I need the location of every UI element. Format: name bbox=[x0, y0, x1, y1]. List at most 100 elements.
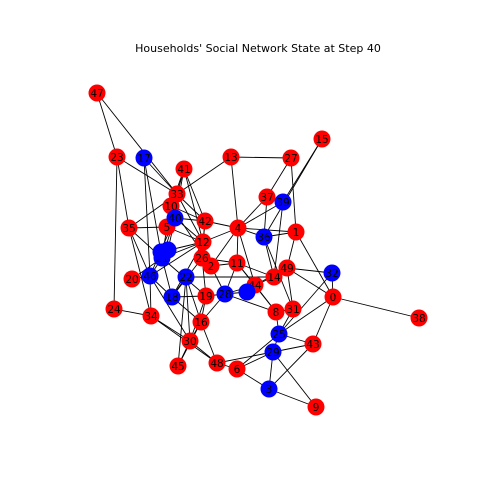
node-circle-9 bbox=[307, 398, 325, 416]
node-label-40: 40 bbox=[168, 213, 181, 225]
node-circle-35 bbox=[120, 219, 138, 237]
node-circle-40 bbox=[166, 209, 184, 227]
node-4: 4 bbox=[229, 219, 247, 237]
node-circle-52 bbox=[238, 283, 256, 301]
network-nodes: 0123456891011121314151617181920212223242… bbox=[88, 84, 428, 416]
node-circle-43 bbox=[304, 335, 322, 353]
node-circle-26 bbox=[193, 249, 211, 267]
node-label-23: 23 bbox=[110, 152, 123, 164]
node-circle-51 bbox=[159, 241, 177, 259]
edge-33-12 bbox=[176, 193, 204, 243]
node-label-4: 4 bbox=[235, 223, 242, 235]
node-circle-27 bbox=[282, 149, 300, 167]
node-circle-8 bbox=[267, 303, 285, 321]
node-circle-28 bbox=[216, 285, 234, 303]
node-circle-1 bbox=[287, 223, 305, 241]
node-29: 29 bbox=[264, 343, 282, 361]
node-label-45: 45 bbox=[171, 361, 184, 373]
node-circle-20 bbox=[123, 270, 141, 288]
node-46: 46 bbox=[141, 267, 159, 285]
node-label-39: 39 bbox=[276, 197, 289, 209]
edge-41-42 bbox=[183, 168, 206, 222]
node-41: 41 bbox=[175, 160, 193, 178]
node-20: 20 bbox=[123, 270, 141, 288]
node-14: 14 bbox=[265, 268, 283, 286]
edge-46-30 bbox=[149, 275, 191, 342]
network-edges bbox=[96, 92, 420, 408]
node-label-26: 26 bbox=[195, 253, 209, 265]
edge-27-1 bbox=[290, 157, 297, 233]
node-circle-17 bbox=[135, 149, 153, 167]
node-11: 11 bbox=[228, 254, 246, 272]
node-circle-33 bbox=[168, 185, 186, 203]
node-label-34: 34 bbox=[144, 311, 158, 323]
edge-29-9 bbox=[272, 351, 317, 408]
node-label-0: 0 bbox=[330, 292, 337, 304]
node-label-19: 19 bbox=[199, 291, 212, 303]
node-circle-37 bbox=[258, 188, 276, 206]
node-label-11: 11 bbox=[230, 258, 243, 270]
edge-22-45 bbox=[177, 276, 187, 367]
node-label-47: 47 bbox=[90, 88, 103, 100]
node-label-1: 1 bbox=[293, 227, 300, 239]
node-label-38: 38 bbox=[412, 313, 425, 325]
node-17: 17 bbox=[135, 149, 153, 167]
node-label-15: 15 bbox=[315, 134, 328, 146]
node-circle-42 bbox=[196, 212, 214, 230]
node-6: 6 bbox=[228, 360, 246, 378]
node-36: 36 bbox=[255, 228, 273, 246]
node-circle-30 bbox=[181, 332, 199, 350]
node-circle-0 bbox=[324, 288, 342, 306]
edge-47-23 bbox=[96, 92, 118, 158]
node-label-48: 48 bbox=[210, 358, 223, 370]
node-label-35: 35 bbox=[122, 223, 135, 235]
node-label-28: 28 bbox=[218, 289, 231, 301]
node-1: 1 bbox=[287, 223, 305, 241]
edge-0-25 bbox=[278, 296, 334, 335]
node-circle-22 bbox=[177, 268, 195, 286]
node-45: 45 bbox=[169, 357, 187, 375]
node-32: 32 bbox=[323, 264, 341, 282]
edge-47-33 bbox=[96, 92, 178, 195]
node-9: 9 bbox=[307, 398, 325, 416]
node-label-8: 8 bbox=[273, 307, 280, 319]
node-label-9: 9 bbox=[313, 402, 320, 414]
node-label-41: 41 bbox=[177, 164, 190, 176]
node-label-49: 49 bbox=[280, 263, 293, 275]
node-circle-29 bbox=[264, 343, 282, 361]
node-37: 37 bbox=[258, 188, 276, 206]
node-circle-24 bbox=[105, 300, 123, 318]
edge-41-12 bbox=[183, 168, 204, 243]
node-label-46: 46 bbox=[143, 271, 157, 283]
node-circle-39 bbox=[274, 193, 292, 211]
edge-43-3 bbox=[268, 343, 314, 390]
node-circle-18 bbox=[163, 288, 181, 306]
node-label-12: 12 bbox=[196, 237, 209, 249]
node-label-14: 14 bbox=[267, 272, 281, 284]
node-label-2: 2 bbox=[208, 261, 215, 273]
node-51 bbox=[159, 241, 177, 259]
node-label-37: 37 bbox=[260, 192, 273, 204]
node-26: 26 bbox=[193, 249, 211, 267]
node-label-31: 31 bbox=[286, 304, 299, 316]
node-52 bbox=[238, 283, 256, 301]
node-circle-48 bbox=[208, 354, 226, 372]
edge-17-21 bbox=[143, 157, 163, 259]
node-label-30: 30 bbox=[183, 336, 196, 348]
node-label-32: 32 bbox=[325, 268, 338, 280]
node-circle-19 bbox=[197, 287, 215, 305]
edge-29-48 bbox=[216, 351, 274, 364]
edge-23-24 bbox=[113, 156, 118, 310]
figure-title: Households' Social Network State at Step… bbox=[135, 42, 381, 55]
node-circle-34 bbox=[142, 307, 160, 325]
node-circle-31 bbox=[284, 300, 302, 318]
edge-49-0 bbox=[286, 267, 334, 298]
edge-0-43 bbox=[312, 296, 334, 345]
node-label-20: 20 bbox=[125, 274, 138, 286]
node-circle-4 bbox=[229, 219, 247, 237]
edge-25-6 bbox=[236, 333, 280, 370]
node-label-24: 24 bbox=[107, 304, 121, 316]
node-circle-32 bbox=[323, 264, 341, 282]
edge-13-33 bbox=[176, 156, 232, 195]
